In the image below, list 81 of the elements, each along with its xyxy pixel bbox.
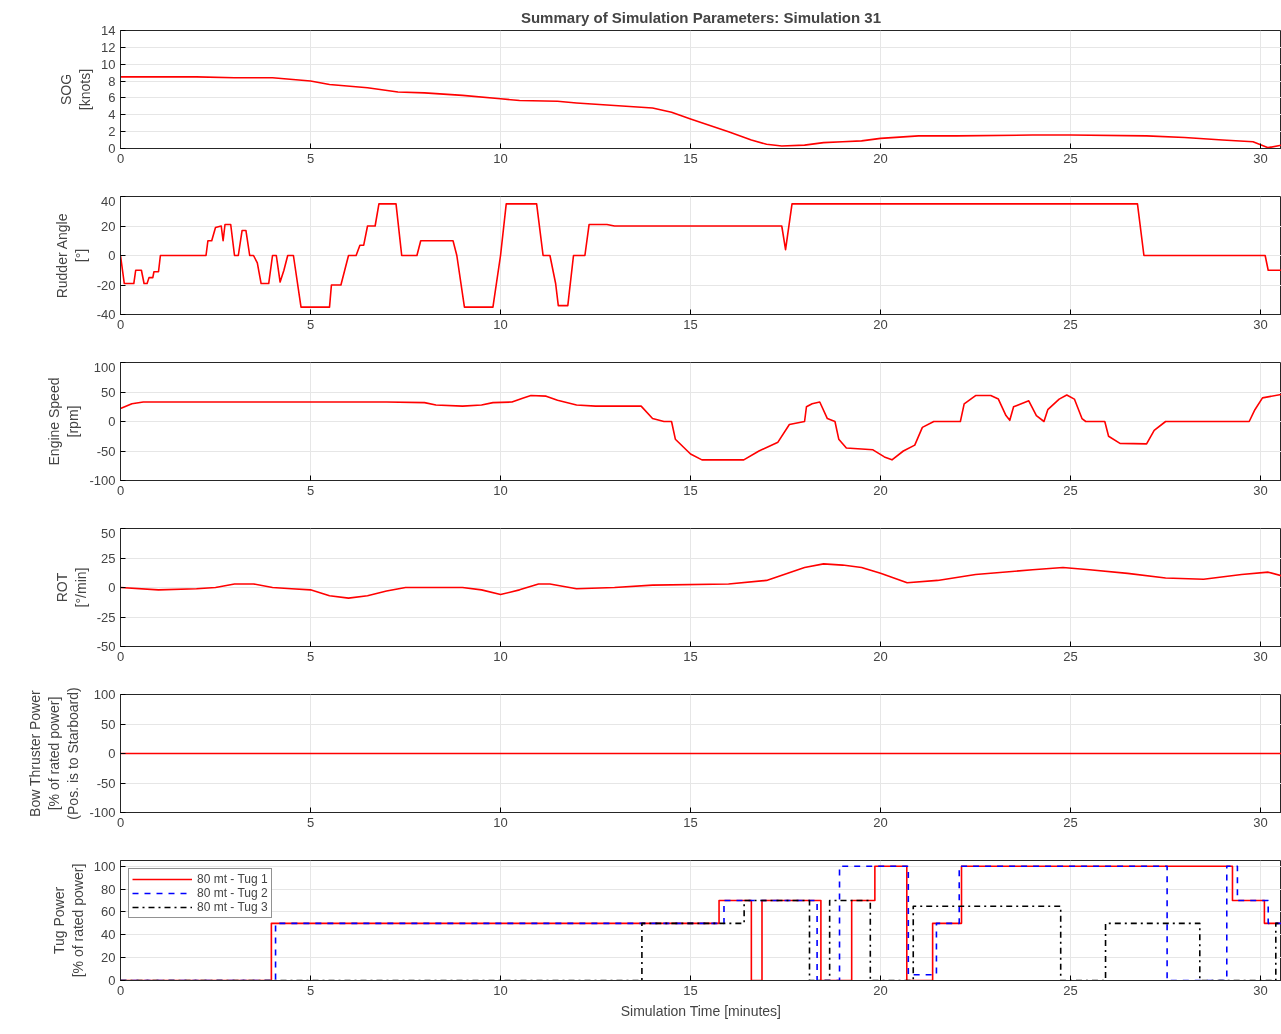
y-tick-label: 10 <box>101 56 116 72</box>
x-tick-label: 5 <box>306 814 315 830</box>
line-series <box>120 203 1281 308</box>
y-tick-label: 14 <box>101 23 116 38</box>
x-tick-label: 30 <box>1253 316 1268 332</box>
x-tick-label: 30 <box>1253 648 1268 664</box>
x-tick-label: 10 <box>493 648 508 664</box>
y-tick-label: 60 <box>101 904 116 920</box>
x-tick-label: 25 <box>1063 316 1078 332</box>
x-tick-label: 25 <box>1063 982 1078 998</box>
legend-label: 80 mt - Tug 1 <box>197 872 268 886</box>
x-tick-label: 10 <box>493 150 508 166</box>
y-tick-label: -100 <box>89 473 116 488</box>
y-axis-title: SOG [knots] <box>57 68 94 111</box>
x-tick-label: 25 <box>1063 150 1078 166</box>
y-tick-label: 8 <box>108 73 116 89</box>
x-tick-label: 10 <box>493 316 508 332</box>
y-tick-label: -20 <box>96 277 116 293</box>
y-tick-label: 0 <box>108 414 116 429</box>
x-tick-label: 5 <box>306 150 315 166</box>
x-tick-label: 20 <box>873 150 888 166</box>
x-tick-label: 20 <box>873 482 888 498</box>
x-tick-label: 30 <box>1253 814 1268 830</box>
y-tick-label: 40 <box>101 927 116 943</box>
x-tick-label: 30 <box>1253 150 1268 166</box>
y-tick-label: 0 <box>108 746 116 761</box>
y-tick-label: 0 <box>108 248 116 263</box>
y-axis-title: Rudder Angle [°] <box>53 213 89 299</box>
legend-label: 80 mt - Tug 3 <box>197 900 268 914</box>
y-tick-label: -40 <box>96 307 116 322</box>
y-tick-label: 100 <box>93 858 116 874</box>
y-tick-label: 25 <box>101 550 116 566</box>
y-axis-title: Tug Power [% of rated power] <box>50 863 86 978</box>
x-tick-label: 20 <box>873 982 888 998</box>
y-tick-label: 50 <box>101 525 116 541</box>
x-tick-label: 15 <box>683 150 698 166</box>
x-tick-label: 10 <box>493 982 508 998</box>
x-tick-label: 25 <box>1063 814 1078 830</box>
x-tick-label: 15 <box>683 648 698 664</box>
x-tick-label: 15 <box>683 814 698 830</box>
y-tick-label: 50 <box>101 716 116 732</box>
y-tick-label: 40 <box>101 193 116 209</box>
y-tick-label: 20 <box>101 950 116 966</box>
y-tick-label: 12 <box>101 39 116 55</box>
x-tick-label: 10 <box>493 482 508 498</box>
y-tick-label: 0 <box>108 580 116 595</box>
y-tick-label: 100 <box>93 687 116 702</box>
y-tick-label: -50 <box>96 775 116 791</box>
x-tick-label: 10 <box>493 814 508 830</box>
y-tick-label: -50 <box>96 443 116 459</box>
x-tick-label: 20 <box>873 814 888 830</box>
y-tick-label: 6 <box>108 90 116 106</box>
y-axis-title: Bow Thruster Power [% of rated power] (Pos. is to Starboard) <box>27 687 82 820</box>
y-tick-label: 100 <box>93 359 116 375</box>
x-tick-label: 5 <box>306 982 315 998</box>
y-tick-label: 4 <box>108 107 116 123</box>
y-axis-title: ROT [°/min] <box>53 567 89 608</box>
x-tick-label: 5 <box>306 648 315 664</box>
y-tick-label: 2 <box>108 124 116 140</box>
y-axis-title: Engine Speed [rpm] <box>46 377 82 466</box>
x-tick-label: 20 <box>873 316 888 332</box>
x-tick-label: 15 <box>683 482 698 498</box>
y-tick-label: 80 <box>101 881 116 897</box>
x-tick-label: 30 <box>1253 982 1268 998</box>
x-tick-label: 5 <box>306 316 315 332</box>
x-tick-label: 5 <box>306 482 315 498</box>
x-tick-label: 25 <box>1063 648 1078 664</box>
y-tick-label: -25 <box>96 609 116 625</box>
y-tick-label: 20 <box>101 218 116 234</box>
legend-label: 80 mt - Tug 2 <box>197 886 268 900</box>
y-tick-label: -100 <box>89 805 116 820</box>
chart-title: Summary of Simulation Parameters: Simulation 31 <box>520 8 882 26</box>
x-tick-label: 15 <box>683 982 698 998</box>
x-tick-label: 30 <box>1253 482 1268 498</box>
x-tick-label: 15 <box>683 316 698 332</box>
x-tick-label: 20 <box>873 648 888 664</box>
x-tick-label: 25 <box>1063 482 1078 498</box>
y-tick-label: -50 <box>96 639 116 654</box>
y-tick-label: 50 <box>101 384 116 400</box>
line-series <box>120 393 1281 461</box>
x-axis-title: Simulation Time [minutes] <box>620 1002 782 1019</box>
